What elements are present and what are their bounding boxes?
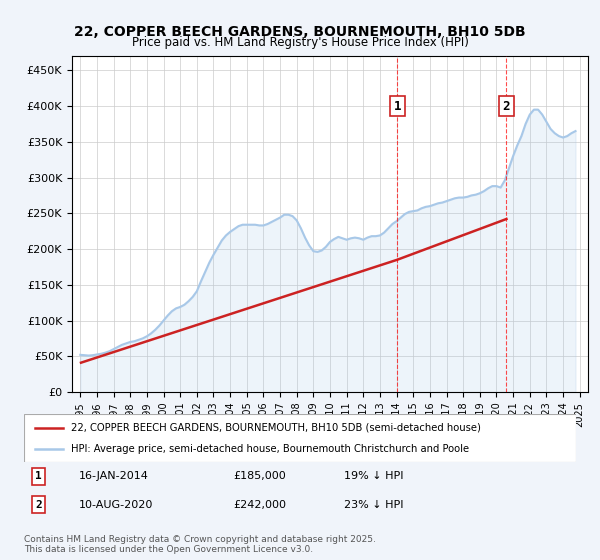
Text: 1: 1 (394, 100, 401, 113)
Text: 16-JAN-2014: 16-JAN-2014 (79, 472, 149, 482)
Text: £185,000: £185,000 (234, 472, 287, 482)
Text: 19% ↓ HPI: 19% ↓ HPI (344, 472, 404, 482)
Text: Price paid vs. HM Land Registry's House Price Index (HPI): Price paid vs. HM Land Registry's House … (131, 36, 469, 49)
Text: 10-AUG-2020: 10-AUG-2020 (79, 500, 154, 510)
Text: HPI: Average price, semi-detached house, Bournemouth Christchurch and Poole: HPI: Average price, semi-detached house,… (71, 444, 469, 454)
Text: 1: 1 (35, 472, 42, 482)
Text: 2: 2 (503, 100, 510, 113)
Text: 23% ↓ HPI: 23% ↓ HPI (344, 500, 404, 510)
Text: £242,000: £242,000 (234, 500, 287, 510)
Text: Contains HM Land Registry data © Crown copyright and database right 2025.
This d: Contains HM Land Registry data © Crown c… (24, 535, 376, 554)
Text: 22, COPPER BEECH GARDENS, BOURNEMOUTH, BH10 5DB (semi-detached house): 22, COPPER BEECH GARDENS, BOURNEMOUTH, B… (71, 423, 481, 433)
FancyBboxPatch shape (24, 414, 576, 462)
Text: 2: 2 (35, 500, 42, 510)
Text: 22, COPPER BEECH GARDENS, BOURNEMOUTH, BH10 5DB: 22, COPPER BEECH GARDENS, BOURNEMOUTH, B… (74, 25, 526, 39)
